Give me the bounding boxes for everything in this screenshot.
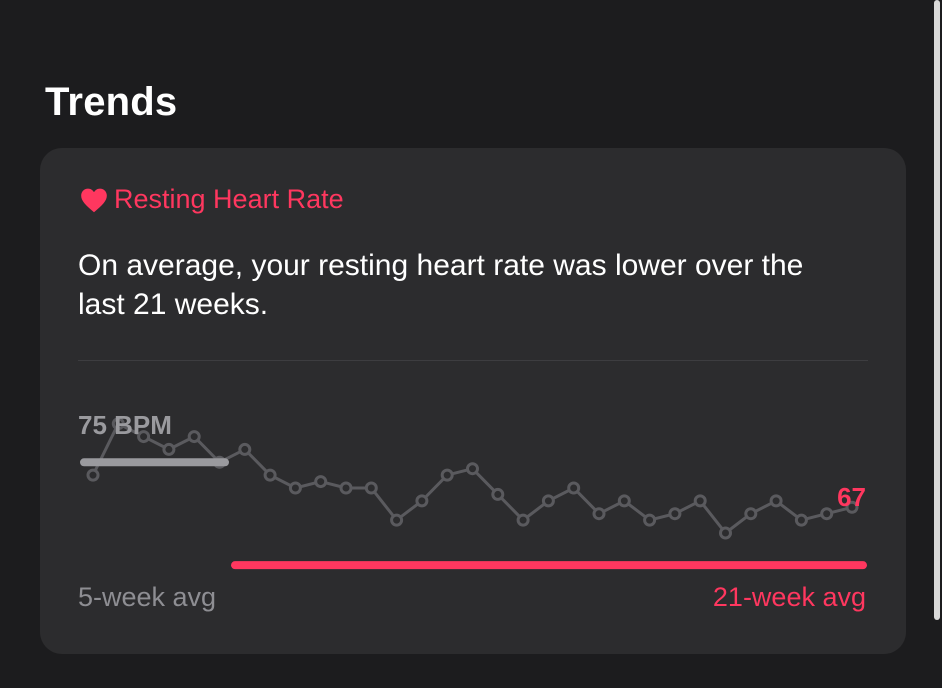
resting-heart-rate-card[interactable]: Resting Heart Rate On average, your rest… xyxy=(40,148,906,654)
trend-point xyxy=(668,507,682,521)
section-title: Trends xyxy=(45,80,178,124)
trend-point xyxy=(466,462,479,476)
trend-point xyxy=(769,494,783,508)
trend-point xyxy=(288,481,302,495)
trend-point xyxy=(592,507,606,521)
recent-avg-legend: 5-week avg xyxy=(78,582,217,612)
trend-point xyxy=(693,494,707,508)
trend-point xyxy=(137,430,151,444)
trend-point xyxy=(162,442,176,456)
trend-point xyxy=(617,494,631,508)
divider xyxy=(78,360,868,361)
trend-points-group xyxy=(86,417,859,540)
trend-point xyxy=(643,513,657,527)
trend-point xyxy=(567,481,581,495)
trend-line-group xyxy=(91,421,853,536)
trend-point xyxy=(263,468,277,482)
trend-point xyxy=(491,487,505,501)
long-avg-value: 67 xyxy=(837,482,866,512)
trend-point xyxy=(86,468,100,482)
trend-point xyxy=(415,494,429,508)
trend-point xyxy=(516,513,530,527)
trend-point xyxy=(314,475,328,489)
trend-point xyxy=(541,494,555,508)
trend-point xyxy=(744,507,758,521)
recent-avg-value: 75 BPM xyxy=(78,410,172,440)
trend-point xyxy=(390,513,404,527)
card-header: Resting Heart Rate xyxy=(80,184,344,215)
card-title: Resting Heart Rate xyxy=(114,184,344,214)
trend-point xyxy=(820,507,834,521)
trend-point xyxy=(339,481,353,495)
trend-point xyxy=(364,481,378,495)
long-avg-legend: 21-week avg xyxy=(712,582,866,612)
trend-point xyxy=(238,442,252,456)
heart-icon xyxy=(81,188,107,212)
trend-point xyxy=(111,417,125,431)
trend-point xyxy=(845,500,859,514)
trend-point xyxy=(794,513,808,527)
scrollbar[interactable] xyxy=(934,0,940,620)
trend-line xyxy=(91,421,853,536)
trend-description: On average, your resting heart rate was … xyxy=(78,249,804,321)
heart-rate-chart xyxy=(80,417,867,570)
trend-point xyxy=(187,430,201,444)
trend-point xyxy=(440,468,454,482)
trend-point xyxy=(719,526,732,540)
